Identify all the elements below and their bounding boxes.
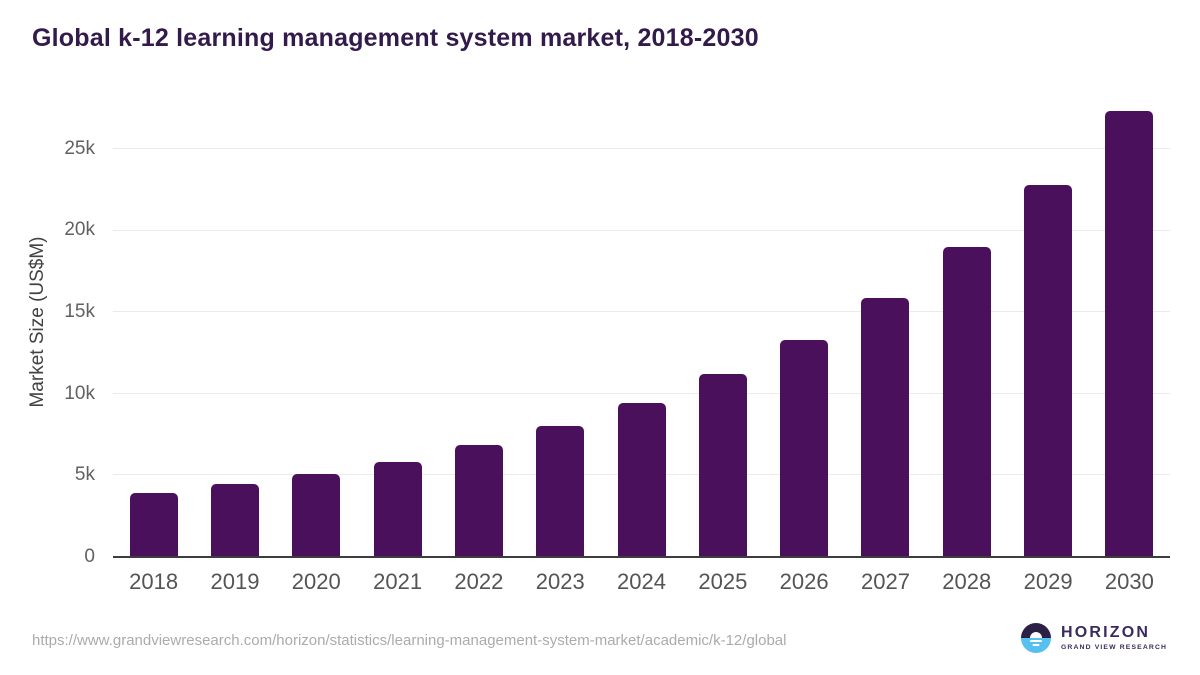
y-tick-25k: 25k — [64, 137, 95, 159]
gridline-25k — [113, 147, 1170, 149]
x-label-2029: 2029 — [1023, 569, 1073, 594]
bar-slot-2026 — [764, 95, 845, 557]
bar-2030[interactable] — [1105, 111, 1154, 557]
bar-slot-2022 — [438, 95, 519, 557]
bar-2019[interactable] — [210, 484, 259, 557]
x-label-2024: 2024 — [617, 569, 666, 594]
logo-text-block: HORIZON GRAND VIEW RESEARCH — [1061, 624, 1168, 652]
sun-reflection-line — [1032, 644, 1040, 646]
horizon-logo[interactable]: HORIZON GRAND VIEW RESEARCH — [1021, 623, 1167, 653]
bar-slot-2023 — [520, 95, 601, 557]
x-axis-labels: 2018 2019 2020 2021 2022 2023 2024 2025 2026 2027… — [113, 570, 1170, 594]
bar-2026[interactable] — [780, 339, 829, 557]
x-label-2028: 2028 — [942, 569, 992, 594]
y-tick-15k: 15k — [64, 301, 95, 323]
logo-subtitle: GRAND VIEW RESEARCH — [1061, 644, 1168, 651]
bar-2022[interactable] — [454, 445, 503, 557]
chart-title: Global k-12 learning management system m… — [32, 24, 759, 52]
x-label-2018: 2018 — [129, 569, 179, 594]
gridline-10k — [113, 392, 1170, 394]
bar-slot-2020 — [276, 95, 357, 557]
bar-2025[interactable] — [698, 374, 747, 557]
plot-area — [113, 95, 1170, 558]
x-label-2026: 2026 — [779, 569, 829, 594]
logo-name: HORIZON — [1061, 624, 1151, 641]
bar-slot-2027 — [845, 95, 926, 557]
bar-slot-2028 — [926, 95, 1007, 557]
bar-slot-2018 — [113, 95, 194, 557]
bar-slot-2030 — [1089, 95, 1170, 557]
y-tick-0: 0 — [84, 546, 95, 567]
bar-2021[interactable] — [373, 461, 422, 557]
bar-2023[interactable] — [536, 425, 585, 557]
horizon-sun-icon — [1021, 623, 1051, 653]
bar-2027[interactable] — [861, 298, 910, 557]
gridline-15k — [113, 311, 1170, 313]
x-axis-line — [113, 556, 1170, 558]
x-label-2019: 2019 — [210, 569, 260, 594]
bar-slot-2019 — [194, 95, 275, 557]
x-label-2021: 2021 — [373, 569, 423, 594]
x-label-2020: 2020 — [291, 569, 341, 594]
x-label-2023: 2023 — [535, 569, 585, 594]
bar-2018[interactable] — [129, 493, 178, 557]
bar-slot-2029 — [1007, 95, 1088, 557]
y-tick-5k: 5k — [74, 464, 95, 486]
bar-2024[interactable] — [617, 402, 666, 557]
bar-slot-2021 — [357, 95, 438, 557]
bar-slot-2024 — [601, 95, 682, 557]
bar-2028[interactable] — [942, 246, 991, 557]
x-label-2027: 2027 — [860, 569, 910, 594]
sun-reflection-line — [1030, 640, 1042, 642]
x-label-2025: 2025 — [698, 569, 748, 594]
source-url: https://www.grandviewresearch.com/horizo… — [32, 632, 787, 649]
y-tick-20k: 20k — [64, 219, 95, 241]
x-label-2030: 2030 — [1104, 569, 1154, 594]
bars-container — [113, 95, 1170, 557]
y-tick-10k: 10k — [64, 382, 95, 404]
bar-slot-2025 — [682, 95, 763, 557]
y-axis-ticks: 0 5k 10k 15k 20k 25k — [0, 95, 95, 567]
x-label-2022: 2022 — [454, 569, 504, 594]
bar-2029[interactable] — [1024, 184, 1073, 557]
sun-glyph — [1030, 632, 1042, 638]
gridline-20k — [113, 229, 1170, 231]
bar-2020[interactable] — [292, 473, 341, 557]
